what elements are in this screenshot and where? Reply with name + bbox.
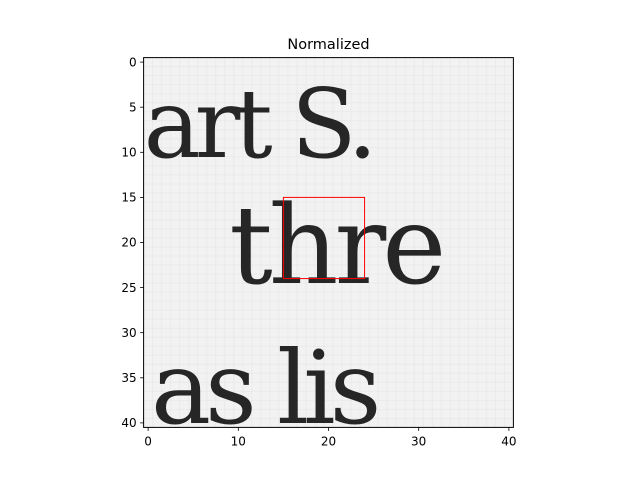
y-tick-label: 5 — [129, 100, 137, 114]
x-tick-label: 0 — [144, 434, 152, 448]
y-tick-label: 30 — [121, 326, 136, 340]
image-text-line: as lis — [151, 329, 377, 447]
highlight-box — [282, 196, 366, 280]
image-text-line: art S. — [144, 68, 372, 180]
x-tick-label: 10 — [231, 434, 246, 448]
x-tick-label: 40 — [501, 434, 516, 448]
image-text-line: thre — [229, 183, 442, 309]
x-tick-label: 30 — [411, 434, 426, 448]
y-tick-label: 20 — [121, 236, 136, 250]
y-tick-label: 0 — [129, 55, 137, 69]
y-axis: 0 5 10 15 20 25 30 35 40 — [121, 55, 144, 430]
x-tick-label: 20 — [321, 434, 336, 448]
y-tick-label: 35 — [121, 371, 136, 385]
y-tick-label: 25 — [121, 281, 136, 295]
pixel-grid-overlay — [143, 57, 514, 428]
y-tick-label: 10 — [121, 146, 136, 160]
x-axis: 0 10 20 30 40 — [144, 427, 517, 448]
chart-title: Normalized — [287, 37, 369, 53]
y-tick-label: 40 — [121, 416, 136, 430]
y-tick-label: 15 — [121, 191, 136, 205]
image-area: art S.thre as lis — [143, 57, 514, 447]
image-text-group: art S.thre as lis — [144, 68, 447, 447]
